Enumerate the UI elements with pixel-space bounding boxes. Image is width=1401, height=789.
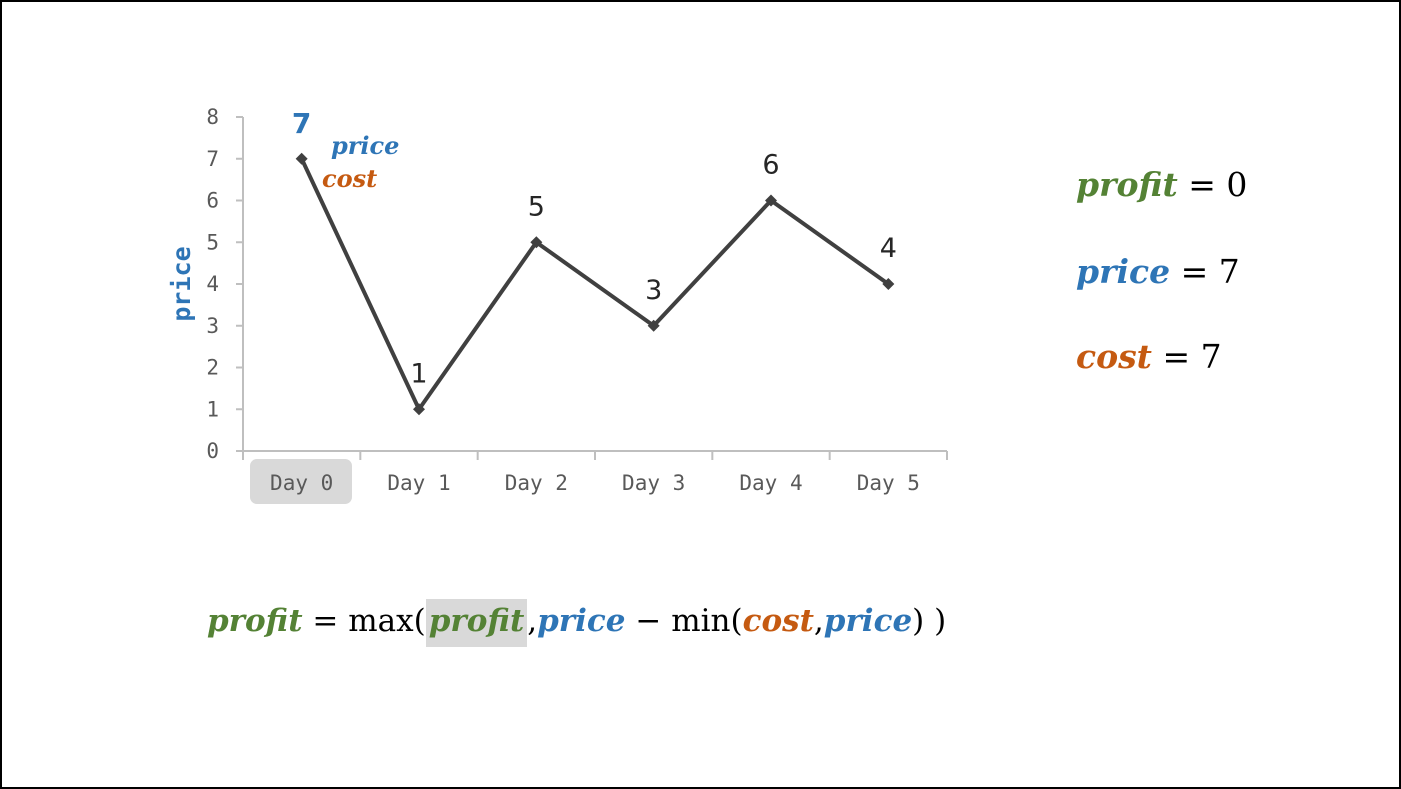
data-label: 7: [292, 107, 311, 140]
y-tick-label: 8: [206, 105, 219, 129]
formula-arg-price: price: [537, 603, 626, 639]
data-marker: [295, 152, 308, 165]
cost-equation: cost = 7: [1076, 340, 1222, 373]
price-series-line: [299, 157, 890, 412]
y-tick-label: 5: [206, 230, 219, 254]
formula-comma: ,: [813, 603, 824, 639]
y-tick-label: 7: [206, 147, 219, 171]
formula-comma: ,: [527, 603, 538, 639]
x-tick-labels: Day 0 Day 1 Day 2 Day 3 Day 4 Day 5: [270, 471, 920, 495]
equals-sign: =: [1188, 165, 1227, 204]
y-tick-label: 1: [206, 397, 219, 421]
profit-formula: profit = max(profit,price − min(cost,pri…: [207, 599, 947, 647]
formula-arg-profit: profit: [425, 599, 528, 647]
data-marker: [413, 403, 425, 416]
cost-value: 7: [1200, 337, 1222, 376]
formula-minus: −: [635, 603, 662, 639]
y-tick-label: 0: [206, 439, 219, 463]
x-tick-label: Day 3: [622, 471, 685, 495]
data-marker: [765, 194, 777, 207]
x-tick-label: Day 1: [387, 471, 450, 495]
price-value: 7: [1218, 252, 1240, 291]
data-label: 4: [880, 233, 897, 264]
data-markers: [295, 152, 895, 416]
data-marker: [647, 319, 660, 332]
data-marker: [882, 278, 895, 290]
data-label: 1: [410, 358, 427, 389]
formula-lhs-profit: profit: [207, 603, 303, 639]
data-marker: [530, 236, 543, 249]
formula-equals: =: [312, 603, 339, 639]
price-annotation: price: [331, 131, 399, 160]
data-labels: 7 1 5 3 6 4: [292, 107, 897, 390]
formula-arg-price-2: price: [823, 603, 913, 639]
profit-equation: profit = 0: [1076, 168, 1247, 201]
formula-max: max(: [348, 603, 426, 639]
y-tick-labels: 0 1 2 3 4 5 6 7 8: [206, 105, 219, 463]
data-label: 5: [528, 191, 545, 222]
x-tick-label: Day 5: [857, 471, 920, 495]
data-label: 6: [762, 150, 779, 181]
y-tick-label: 4: [206, 272, 219, 296]
formula-arg-cost: cost: [742, 603, 814, 639]
y-tick-label: 2: [206, 356, 219, 380]
chart-axes: [236, 116, 948, 460]
formula-close-inner: ): [912, 603, 925, 639]
data-label: 3: [645, 275, 662, 306]
profit-var: profit: [1076, 165, 1178, 204]
cost-var: cost: [1076, 337, 1152, 376]
y-axis-label: price: [167, 246, 196, 321]
profit-value: 0: [1226, 165, 1248, 204]
highlight-category-box: [250, 459, 352, 504]
formula-min: min(: [671, 603, 743, 639]
y-tick-label: 6: [206, 189, 219, 213]
formula-close-outer: ): [934, 603, 947, 639]
cost-annotation: cost: [322, 164, 377, 193]
equals-sign: =: [1162, 337, 1201, 376]
price-var: price: [1076, 252, 1171, 291]
x-tick-label: Day 4: [739, 471, 802, 495]
price-equation: price = 7: [1076, 255, 1240, 288]
y-tick-label: 3: [206, 314, 219, 338]
x-tick-label: Day 2: [505, 471, 568, 495]
x-tick-label: Day 0: [270, 471, 333, 495]
equals-sign: =: [1180, 252, 1219, 291]
